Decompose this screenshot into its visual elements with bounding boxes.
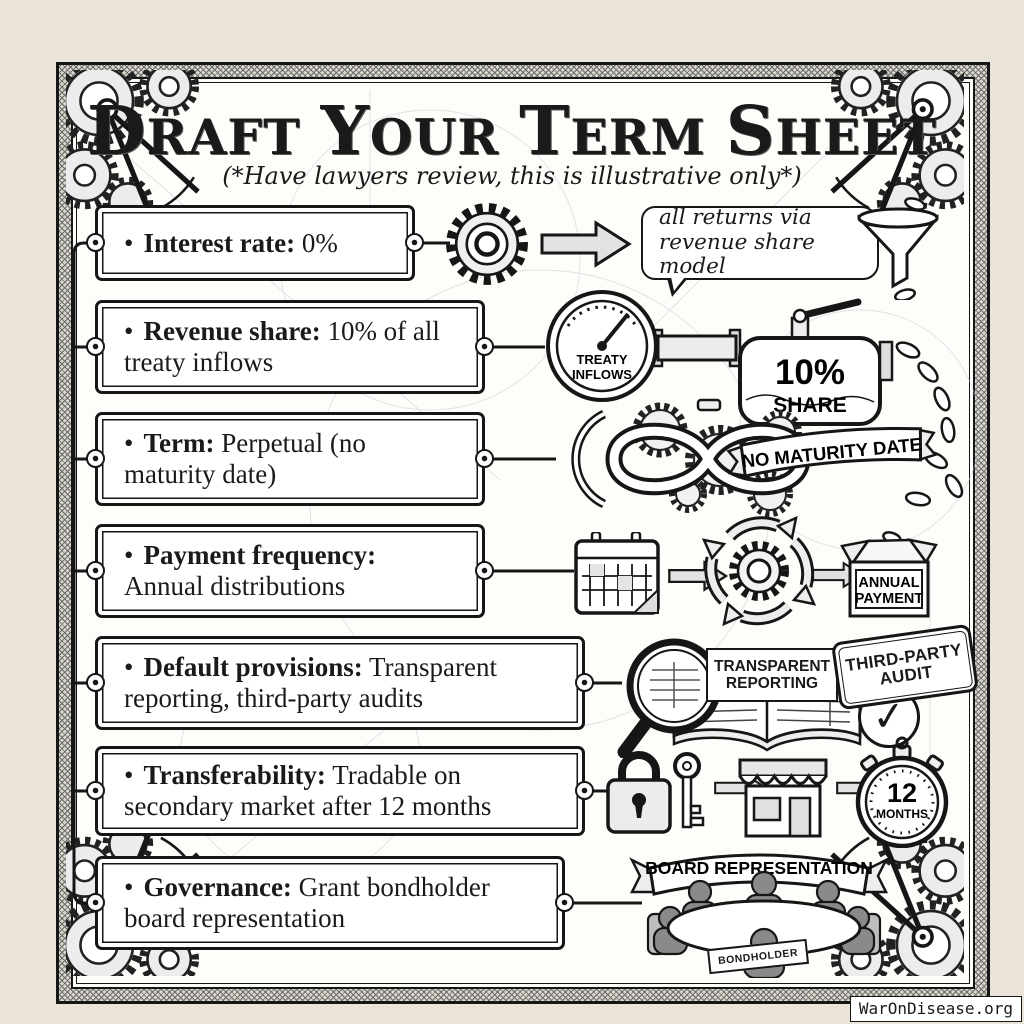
disclaimer-subtitle: (*Have lawyers review, this is illustrat… [222, 162, 802, 190]
term-label: Governance: [143, 872, 292, 903]
term-row-revenue-share: • Revenue share: 10% of all treaty inflow… [86, 300, 494, 394]
svg-text:TREATY: TREATY [576, 352, 627, 367]
svg-text:INFLOWS: INFLOWS [572, 367, 632, 382]
arrow-right-icon [540, 220, 632, 268]
term-value: 0% [301, 227, 338, 258]
transparent-reporting-plate: TRANSPARENT REPORTING [706, 648, 838, 702]
stopwatch-12-months-icon: 12 MONTHS [855, 736, 949, 848]
svg-text:12: 12 [887, 778, 917, 808]
term-label: Term: [143, 428, 215, 459]
svg-text:PAYMENT: PAYMENT [855, 591, 924, 607]
market-stall-icon [738, 758, 828, 838]
padlock-and-key-icon [606, 751, 705, 834]
svg-text:10%: 10% [775, 353, 845, 392]
watermark: WarOnDisease.org [849, 996, 1022, 1022]
term-label: Payment frequency: [143, 540, 377, 571]
svg-text:MONTHS: MONTHS [876, 807, 928, 821]
term-row-governance: • Governance: Grant bondholder board repr… [86, 856, 574, 950]
calendar-icon [574, 532, 660, 615]
speech-bubble: all returns via revenue share model [641, 205, 879, 297]
svg-text:ANNUAL: ANNUAL [858, 575, 919, 591]
term-row-interest-rate: • Interest rate: 0% [86, 205, 424, 281]
term-label: Default provisions: [143, 652, 363, 683]
term-label: Interest rate: [143, 227, 296, 258]
term-row-default-provisions: • Default provisions: Transparent reporti… [86, 636, 594, 730]
term-row-payment-frequency: • Payment frequency: Annual distributions [86, 524, 494, 618]
pressure-gauge-icon: TREATY INFLOWS [546, 290, 742, 402]
annual-payment-box-icon: ANNUAL PAYMENT [840, 531, 938, 618]
term-row-term: • Term: Perpetual (no maturity date) [86, 412, 494, 506]
recurring-cycle-gear-icon [701, 515, 817, 627]
page-title: Draft your Term Sheet [87, 90, 937, 170]
term-label: Transferability: [143, 760, 326, 791]
gear-icon [446, 203, 528, 285]
term-row-transferability: • Transferability: Tradable on secondary … [86, 746, 594, 836]
term-label: Revenue share: [143, 316, 321, 347]
term-value: Annual distributions [124, 571, 346, 601]
